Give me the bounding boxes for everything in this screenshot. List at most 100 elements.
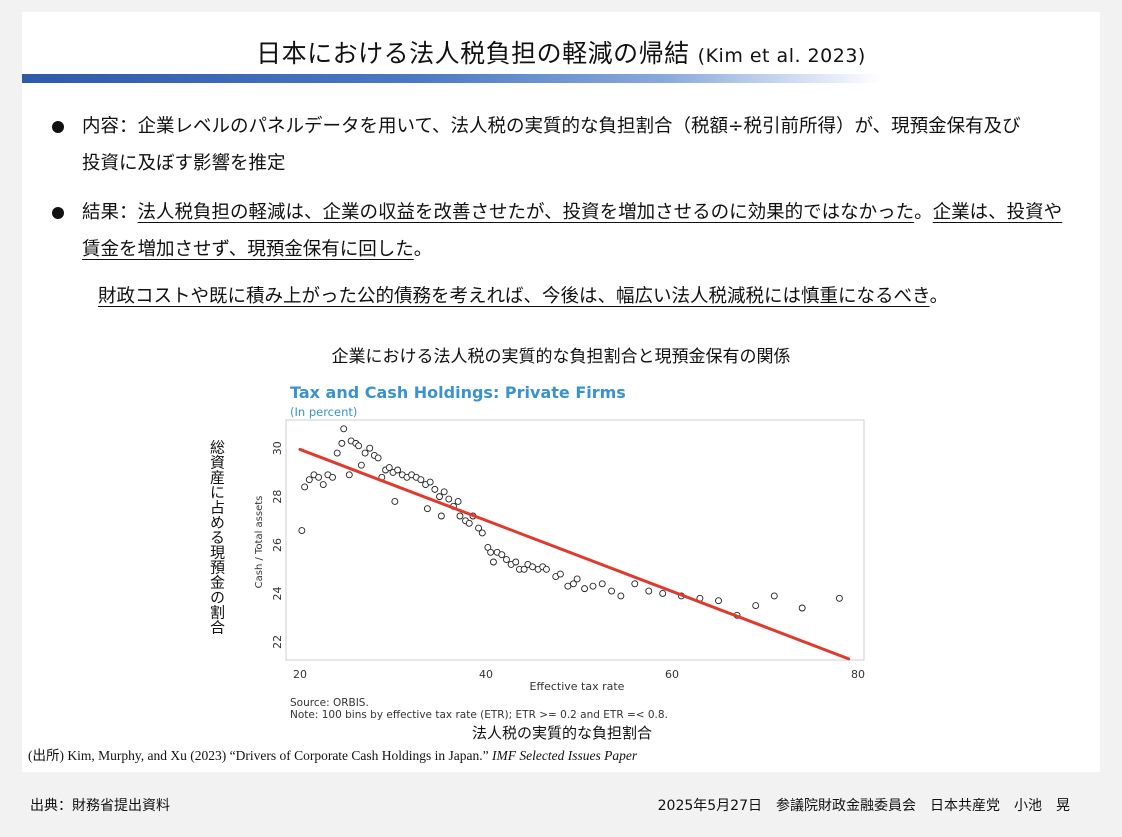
policy-note-text: 財政コストや既に積み上がった公的債務を考えれば、今後は、幅広い法人税減税には慎重…	[98, 286, 930, 307]
data-point	[357, 461, 365, 469]
data-point	[478, 529, 486, 537]
x-tick-labels: 20 40 60 80	[293, 668, 865, 681]
data-point	[340, 425, 348, 433]
data-point	[475, 524, 483, 532]
data-point	[426, 478, 434, 486]
data-point	[338, 439, 346, 447]
x-axis-label-ja: 法人税の実質的な負担割合	[472, 724, 652, 742]
y-tick-label: 26	[271, 538, 284, 552]
data-point	[659, 590, 667, 597]
data-point	[437, 512, 445, 520]
x-tick-label: 60	[665, 668, 679, 681]
chart-note: Note: 100 bins by effective tax rate (ET…	[290, 709, 668, 721]
data-point	[417, 476, 425, 484]
data-point	[301, 483, 309, 491]
data-point	[440, 488, 448, 496]
bullet-dot-icon	[52, 207, 64, 219]
data-point	[573, 575, 581, 583]
data-point	[520, 565, 528, 573]
data-point	[556, 570, 564, 578]
y-axis-label: Cash / Total assets	[254, 496, 265, 589]
data-point	[361, 449, 369, 457]
data-point	[617, 592, 625, 600]
data-point	[355, 442, 363, 450]
data-point	[345, 471, 353, 479]
trend-line	[298, 447, 851, 661]
bullet-result-part2-line2: 賃金を増加させず、現預金保有に回した	[82, 239, 414, 260]
plot-area	[285, 419, 865, 661]
data-point	[465, 519, 473, 527]
chart-title: Tax and Cash Holdings: Private Firms	[290, 383, 626, 402]
y-tick-label: 30	[271, 441, 284, 455]
y-tick-label: 28	[271, 490, 284, 504]
data-point	[770, 592, 778, 600]
data-point	[835, 594, 843, 602]
y-axis-label-ja: 総資産に占める現預金の割合	[208, 440, 226, 635]
data-point	[569, 580, 577, 588]
scatter-chart: Tax and Cash Holdings: Private Firms (In…	[208, 383, 865, 742]
data-point	[454, 498, 462, 505]
data-point	[608, 587, 615, 595]
x-tick-label: 40	[479, 668, 493, 681]
bullet-content-line1: 内容：企業レベルのパネルデータを用いて、法人税の実質的な負担割合（税額÷税引前所…	[82, 116, 1021, 137]
data-points	[298, 425, 843, 619]
data-point	[305, 476, 313, 484]
x-tick-label: 80	[851, 668, 865, 681]
x-axis-label: Effective tax rate	[530, 680, 625, 693]
policy-note-end: 。	[929, 286, 949, 307]
data-point	[489, 558, 497, 566]
data-point	[315, 473, 323, 481]
source-citation: (出所) Kim, Murphy, and Xu (2023) “Drivers…	[28, 744, 637, 764]
data-point	[436, 493, 443, 501]
bullet-result-part2-line1: 企業は、投資や	[932, 202, 1063, 223]
slide: 日本における法人税負担の軽減の帰結 (Kim et al. 2023) 内容：企業…	[22, 12, 1100, 772]
data-point	[589, 582, 597, 590]
title-rule	[22, 74, 882, 83]
footer-source: 出典：財務省提出資料	[30, 798, 170, 814]
bullet-dot-icon	[52, 121, 64, 133]
data-point	[512, 558, 520, 566]
source-citation-italic: IMF Selected Issues Paper	[492, 748, 638, 763]
y-tick-label: 24	[271, 586, 284, 600]
data-point	[487, 548, 495, 556]
y-tick-labels: 22 24 26 28 30	[271, 441, 284, 649]
data-point	[319, 481, 327, 488]
slide-title-citation: (Kim et al. 2023)	[697, 45, 866, 67]
footer-meta: 2025年5月27日 参議院財政金融委員会 日本共産党 小池 晃	[657, 798, 1070, 814]
data-point	[598, 580, 606, 588]
data-point	[423, 505, 431, 513]
data-point	[715, 597, 722, 605]
y-tick-label: 22	[271, 635, 284, 649]
data-point	[503, 556, 510, 564]
chart-source: Source: ORBIS.	[290, 697, 369, 709]
data-point	[445, 495, 453, 503]
data-point	[298, 527, 306, 534]
data-point	[394, 466, 402, 474]
data-point	[529, 563, 536, 571]
data-point	[564, 582, 572, 590]
data-point	[333, 449, 341, 457]
data-point	[456, 512, 464, 520]
bullet-result-part1: 法人税負担の軽減は、企業の収益を改善させたが、投資を増加させるのに効果的ではなか…	[137, 202, 915, 223]
chart-caption: 企業における法人税の実質的な負担割合と現預金保有の関係	[331, 347, 791, 367]
data-point	[431, 485, 439, 493]
data-point	[631, 580, 639, 588]
data-point	[543, 565, 550, 573]
data-point	[645, 587, 653, 595]
data-point	[581, 585, 589, 593]
data-point	[329, 473, 336, 481]
slide-title: 日本における法人税負担の軽減の帰結 (Kim et al. 2023)	[22, 34, 1100, 70]
data-point	[391, 498, 399, 505]
bullet-result-sep: 。	[914, 202, 933, 223]
source-citation-text: (出所) Kim, Murphy, and Xu (2023) “Drivers…	[28, 748, 489, 763]
bullet-result-label: 結果：	[82, 202, 138, 223]
bullet-content-line2: 投資に及ぼす影響を推定	[82, 153, 286, 174]
policy-note: 財政コストや既に積み上がった公的債務を考えれば、今後は、幅広い法人税減税には慎重…	[98, 282, 948, 308]
data-point	[366, 444, 374, 452]
data-point	[385, 464, 393, 472]
slide-title-text: 日本における法人税負担の軽減の帰結	[256, 39, 690, 68]
chart-subtitle: (In percent)	[290, 405, 357, 419]
bullet-result-end: 。	[413, 239, 433, 260]
data-point	[798, 604, 806, 612]
data-point	[498, 551, 506, 559]
